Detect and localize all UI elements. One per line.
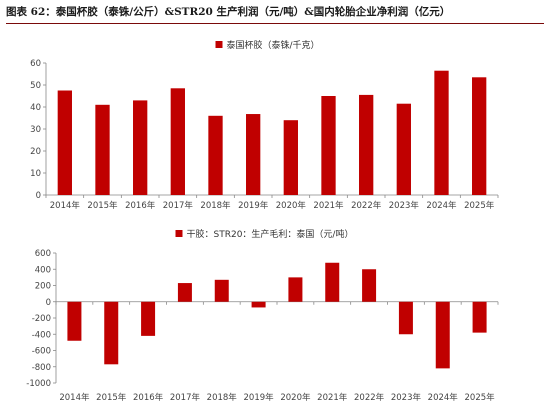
- chart2-xtick-label: 2020年: [280, 392, 311, 403]
- chart1-bar: [434, 70, 449, 195]
- chart1-xtick-label: 2016年: [125, 200, 156, 211]
- chart1-xtick-label: 2015年: [87, 200, 118, 211]
- chart2-ytick-label: -200: [32, 314, 51, 324]
- chart2-legend-swatch: [175, 230, 183, 237]
- chart2-bar: [435, 301, 450, 369]
- chart2-bar: [104, 301, 119, 365]
- chart1-bar: [133, 100, 148, 195]
- chart1-bar: [95, 104, 110, 195]
- chart2-ytick-label: 600: [35, 249, 51, 259]
- chart-1: 泰国杯胶（泰铢/千克） 0 10 20 30 40 50 60 2014年 2015年 2016年 2…: [30, 39, 499, 211]
- chart2-bar: [67, 301, 82, 341]
- chart2-ytick-label: -1000: [26, 379, 51, 389]
- chart1-ytick-label: 40: [30, 103, 41, 113]
- chart2-ytick-label: 200: [35, 282, 51, 292]
- chart2-xtick-label: 2016年: [133, 392, 164, 403]
- chart2-xtick-label: 2024年: [428, 392, 459, 403]
- chart-title: 图表 62：泰国杯胶（泰铢/公斤）&STR20 生产利润（元/吨）&国内轮胎企业…: [6, 6, 451, 18]
- chart1-ytick-label: 0: [36, 191, 41, 201]
- chart2-xtick-label: 2018年: [207, 392, 238, 403]
- chart2-ytick-label: 0: [46, 298, 51, 308]
- chart1-ytick-label: 30: [30, 125, 41, 135]
- chart1-bar: [170, 88, 185, 195]
- chart2-xtick-label: 2014年: [59, 392, 90, 403]
- chart2-bar: [177, 283, 192, 302]
- chart1-bar: [208, 115, 223, 195]
- chart2-legend: 干胶：STR20：生产毛利：泰国（元/吨）: [175, 228, 354, 240]
- chart1-bar: [472, 77, 487, 195]
- chart1-bar: [396, 103, 411, 195]
- chart1-ytick-label: 50: [30, 81, 41, 91]
- chart-2: 干胶：STR20：生产毛利：泰国（元/吨） 600 400 200 0 -200 -400 -…: [26, 228, 499, 403]
- chart1-xtick-label: 2020年: [276, 200, 307, 211]
- chart2-bar: [472, 301, 487, 333]
- chart2-xtick-label: 2023年: [391, 392, 422, 403]
- chart1-bar: [283, 120, 298, 195]
- chart1-legend-label: 泰国杯胶（泰铢/千克）: [227, 39, 320, 51]
- chart2-xtick-label: 2022年: [354, 392, 385, 403]
- chart1-ytick-label: 10: [30, 169, 41, 179]
- chart2-bar: [214, 279, 229, 302]
- chart2-xtick-label: 2025年: [465, 392, 496, 403]
- chart2-bar: [141, 301, 156, 336]
- chart2-ytick-label: -400: [32, 330, 51, 340]
- chart1-bar: [246, 114, 261, 195]
- chart2-ytick-label: -600: [32, 347, 51, 357]
- chart1-xtick-label: 2021年: [313, 200, 344, 211]
- chart1-xtick-label: 2024年: [426, 200, 457, 211]
- chart2-ytick-label: 400: [35, 265, 51, 275]
- chart2-xtick-label: 2015年: [96, 392, 127, 403]
- chart1-xtick-label: 2022年: [351, 200, 382, 211]
- chart1-xtick-label: 2018年: [200, 200, 231, 211]
- chart1-bar: [359, 94, 374, 195]
- chart1-xtick-label: 2014年: [50, 200, 81, 211]
- chart1-legend-swatch: [215, 41, 223, 48]
- chart2-bar: [288, 277, 303, 302]
- chart1-bar: [321, 96, 336, 195]
- chart2-xtick-label: 2017年: [170, 392, 201, 403]
- chart2-bar: [251, 301, 266, 308]
- chart1-xtick-label: 2017年: [163, 200, 194, 211]
- chart1-xtick-label: 2023年: [389, 200, 420, 211]
- chart2-bar: [362, 269, 377, 302]
- chart2-xtick-label: 2021年: [317, 392, 348, 403]
- chart1-xtick-label: 2025年: [464, 200, 495, 211]
- chart1-ytick-label: 60: [30, 59, 41, 69]
- chart1-xtick-label: 2019年: [238, 200, 269, 211]
- chart1-bar: [57, 90, 72, 195]
- chart2-bar: [325, 262, 340, 302]
- chart2-ytick-label: -800: [32, 363, 51, 373]
- chart1-legend: 泰国杯胶（泰铢/千克）: [215, 39, 320, 51]
- title-rule: [6, 23, 544, 24]
- chart2-legend-label: 干胶：STR20：生产毛利：泰国（元/吨）: [187, 228, 354, 240]
- chart2-bar: [398, 301, 413, 335]
- chart1-ytick-label: 20: [30, 147, 41, 157]
- chart2-xtick-label: 2019年: [244, 392, 275, 403]
